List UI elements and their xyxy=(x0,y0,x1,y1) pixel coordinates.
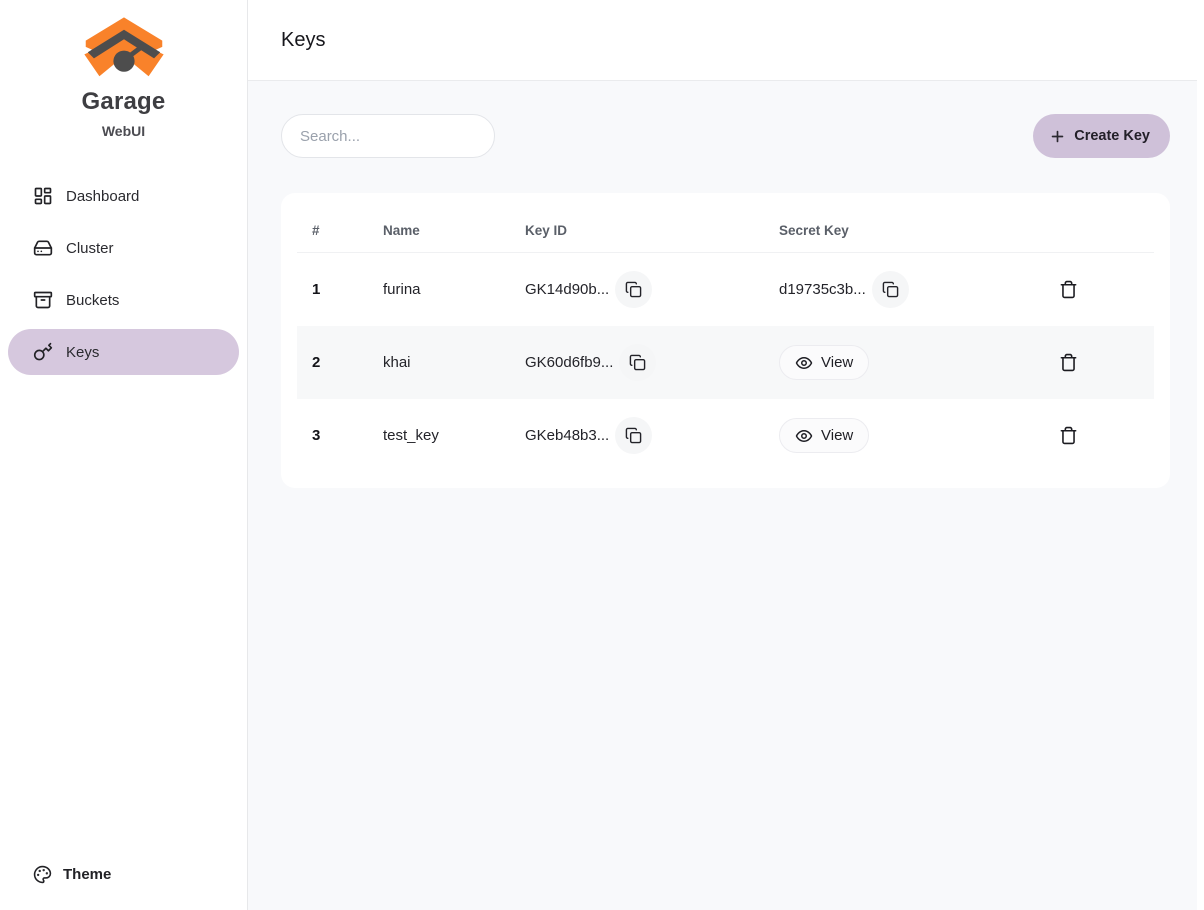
scrollbar[interactable] xyxy=(1197,0,1204,910)
eye-icon xyxy=(795,356,813,369)
table-row: 1 furina GK14d90b... d19735c3b... xyxy=(297,253,1154,326)
trash-icon xyxy=(1060,280,1076,299)
row-index: 2 xyxy=(312,354,321,371)
key-id-value: GKeb48b3... xyxy=(525,427,610,444)
key-name: furina xyxy=(383,281,421,298)
sidebar: Garage WebUI Dashboard Cluster Buckets xyxy=(0,0,248,910)
delete-key-button[interactable] xyxy=(1053,421,1083,451)
sidebar-item-label: Buckets xyxy=(66,291,120,309)
sidebar-item-buckets[interactable]: Buckets xyxy=(8,277,239,323)
toolbar: Create Key xyxy=(281,114,1170,158)
page-title: Keys xyxy=(281,28,326,51)
buckets-icon xyxy=(33,291,53,309)
column-header-key-id: Key ID xyxy=(525,223,568,238)
view-secret-button[interactable]: View xyxy=(779,418,870,453)
sidebar-item-label: Cluster xyxy=(66,239,114,257)
copy-icon xyxy=(625,427,642,444)
key-id-value: GK14d90b... xyxy=(525,281,610,298)
keys-table-card: # Name Key ID Secret Key 1 furina GK14d9… xyxy=(281,193,1170,488)
keys-icon xyxy=(33,342,53,361)
brand-title: Garage xyxy=(81,88,166,115)
create-key-button-label: Create Key xyxy=(1074,128,1150,144)
sidebar-item-dashboard[interactable]: Dashboard xyxy=(8,173,239,219)
delete-key-button[interactable] xyxy=(1053,348,1083,378)
eye-icon xyxy=(795,429,813,442)
plus-icon xyxy=(1051,130,1064,142)
key-name: test_key xyxy=(383,427,439,444)
sidebar-item-cluster[interactable]: Cluster xyxy=(8,225,239,271)
secret-key-value: d19735c3b... xyxy=(779,281,866,298)
sidebar-item-label: Dashboard xyxy=(66,187,140,205)
dashboard-icon xyxy=(34,187,52,205)
trash-icon xyxy=(1060,426,1076,445)
brand: Garage WebUI xyxy=(8,16,239,139)
delete-key-button[interactable] xyxy=(1053,275,1083,305)
column-header-secret-key: Secret Key xyxy=(779,223,849,238)
sidebar-nav: Dashboard Cluster Buckets Keys xyxy=(8,173,239,375)
column-header-name: Name xyxy=(383,223,420,238)
theme-button-label: Theme xyxy=(63,866,112,883)
copy-key-id-button[interactable] xyxy=(619,344,657,381)
column-header-index: # xyxy=(312,223,320,238)
key-id-value: GK60d6fb9... xyxy=(525,354,614,371)
view-secret-button-label: View xyxy=(821,354,854,371)
brand-subtitle: WebUI xyxy=(101,123,146,139)
table-row: 2 khai GK60d6fb9... View xyxy=(297,326,1154,399)
main-area: Keys Create Key # Name Key ID Secret Key xyxy=(248,0,1204,910)
copy-icon xyxy=(882,281,899,298)
table-row: 3 test_key GKeb48b3... View xyxy=(297,399,1154,472)
row-index: 1 xyxy=(312,281,321,298)
cluster-icon xyxy=(33,240,53,256)
sidebar-item-label: Keys xyxy=(66,343,100,361)
theme-button[interactable]: Theme xyxy=(8,857,239,892)
create-key-button[interactable]: Create Key xyxy=(1033,114,1170,158)
topbar: Keys xyxy=(248,0,1204,81)
content: Create Key # Name Key ID Secret Key 1 fu… xyxy=(248,81,1204,910)
copy-secret-key-button[interactable] xyxy=(871,271,909,308)
copy-key-id-button[interactable] xyxy=(615,417,653,454)
row-index: 3 xyxy=(312,427,321,444)
sidebar-item-keys[interactable]: Keys xyxy=(8,329,239,375)
view-secret-button[interactable]: View xyxy=(779,345,870,380)
table-header-row: # Name Key ID Secret Key xyxy=(297,209,1154,253)
palette-icon xyxy=(33,865,52,884)
key-name: khai xyxy=(383,354,411,371)
copy-icon xyxy=(630,354,646,371)
view-secret-button-label: View xyxy=(821,427,854,444)
trash-icon xyxy=(1060,353,1076,372)
search-input[interactable] xyxy=(281,114,495,158)
copy-icon xyxy=(625,281,642,298)
copy-key-id-button[interactable] xyxy=(615,271,653,308)
garage-logo-icon xyxy=(83,17,164,77)
